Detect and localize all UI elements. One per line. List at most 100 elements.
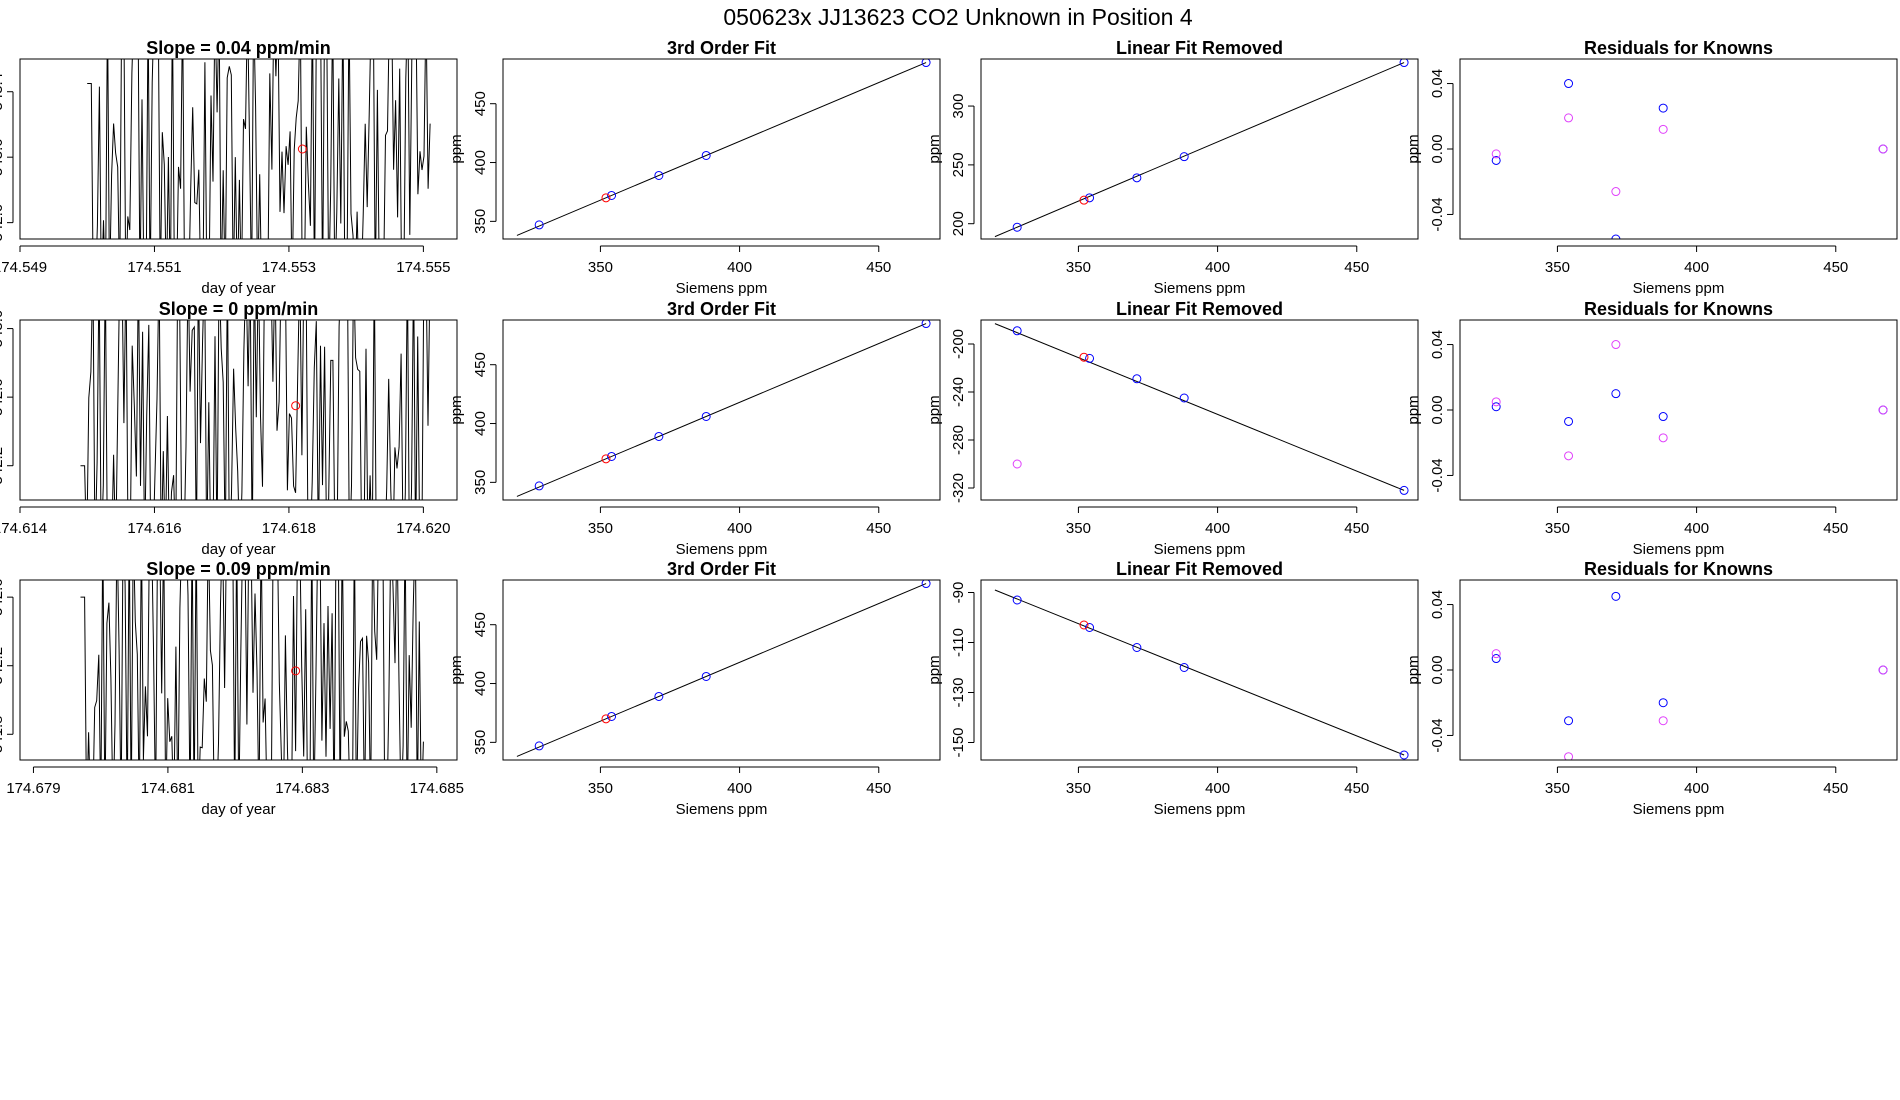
x-tick-label: 350 (1545, 520, 1570, 537)
y-tick-label: 0.00 (1429, 655, 1446, 684)
y-tick-label: 543.0 (0, 138, 6, 176)
y-tick-label: -0.04 (1429, 718, 1446, 752)
plot-frame (19, 319, 458, 501)
known-data-point (1132, 374, 1142, 384)
x-axis-label: Siemens ppm (1154, 541, 1246, 558)
known-data-point (1085, 193, 1095, 203)
panel-r1c2: 3rd Order Fit Siemens ppm ppm 350 400 450 350 4… (448, 38, 941, 297)
alt-data-point (1491, 397, 1501, 407)
data-series-line (80, 580, 424, 760)
alt-data-point (1658, 433, 1668, 443)
plot-area (80, 580, 424, 760)
unknown-data-point (601, 193, 611, 203)
known-data-point (921, 59, 931, 68)
x-tick-label: 400 (727, 520, 752, 537)
panel-title: Linear Fit Removed (1116, 559, 1283, 579)
y-tick-label: 0.04 (1429, 590, 1446, 619)
plot-area (994, 589, 1409, 760)
known-data-point (1611, 591, 1621, 601)
y-tick-label: 450 (472, 91, 489, 116)
alt-data-point (1012, 459, 1022, 469)
plot-area (87, 59, 431, 239)
x-tick-label: 174.618 (262, 520, 316, 537)
alt-data-point (1491, 149, 1501, 159)
panel-r1c4: Residuals for Knowns Siemens ppm ppm 350 400… (1405, 38, 1898, 297)
known-data-point (1085, 353, 1095, 363)
known-data-point (1399, 59, 1409, 68)
alt-data-point (1658, 124, 1668, 134)
x-axis-label: Siemens ppm (676, 280, 768, 297)
y-tick-label: 0.04 (1429, 330, 1446, 359)
panel-r2c4: Residuals for Knowns Siemens ppm ppm 350 400… (1405, 299, 1898, 558)
x-tick-label: 350 (1066, 780, 1091, 797)
x-tick-label: 174.685 (410, 780, 464, 797)
known-data-point (1179, 152, 1189, 162)
panel-title: Linear Fit Removed (1116, 38, 1283, 58)
known-data-point (1658, 698, 1668, 708)
alt-data-point (1878, 665, 1888, 675)
known-data-point (921, 580, 931, 589)
known-data-point (1012, 326, 1022, 336)
fit-line (516, 62, 927, 236)
y-axis-label: ppm (448, 655, 465, 684)
known-data-point (607, 190, 617, 200)
panel-r2c3: Linear Fit Removed Siemens ppm ppm 350 400 45… (926, 299, 1419, 558)
x-tick-label: 174.679 (6, 780, 60, 797)
plot-frame (502, 579, 941, 761)
y-tick-label: -110 (950, 628, 967, 657)
known-data-point (534, 481, 544, 491)
x-tick-label: 400 (1684, 520, 1709, 537)
known-data-point (1491, 654, 1501, 664)
plot-frame (1459, 579, 1898, 761)
y-tick-label: 400 (472, 411, 489, 436)
y-tick-label: 542.6 (0, 378, 6, 416)
x-tick-label: 350 (1066, 520, 1091, 537)
y-tick-label: -200 (950, 329, 967, 359)
x-tick-label: 450 (866, 520, 891, 537)
panel-r3c4: Residuals for Knowns Siemens ppm ppm 350 400… (1405, 559, 1898, 818)
known-data-point (654, 431, 664, 441)
x-tick-label: 400 (1205, 520, 1230, 537)
plot-area (516, 580, 931, 757)
unknown-data-point (601, 714, 611, 724)
plot-frame (502, 319, 941, 501)
x-axis-label: Siemens ppm (1633, 541, 1725, 558)
known-data-point (1012, 222, 1022, 232)
x-axis-label: Siemens ppm (1154, 280, 1246, 297)
known-data-point (701, 671, 711, 681)
panel-title: Residuals for Knowns (1584, 38, 1773, 58)
data-series-line (80, 320, 430, 500)
y-tick-label: 450 (472, 612, 489, 637)
plot-frame (19, 58, 458, 240)
plot-area (994, 59, 1409, 238)
y-tick-label: 543.4 (0, 73, 6, 111)
x-tick-label: 450 (1823, 520, 1848, 537)
unknown-data-point (1079, 195, 1089, 205)
known-data-point (1564, 716, 1574, 726)
y-tick-label: 250 (950, 152, 967, 177)
fit-line (994, 323, 1405, 491)
known-data-point (1658, 103, 1668, 113)
y-axis-label: ppm (926, 395, 943, 424)
x-tick-label: 350 (588, 780, 613, 797)
panel-title: Slope = 0.04 ppm/min (146, 38, 331, 58)
y-tick-label: -90 (950, 582, 967, 604)
unknown-data-point (601, 454, 611, 464)
plot-area (1491, 340, 1888, 461)
alt-data-point (1564, 752, 1574, 760)
x-tick-label: 450 (1344, 259, 1369, 276)
x-axis-label: Siemens ppm (676, 801, 768, 818)
y-tick-label: 450 (472, 352, 489, 377)
y-tick-label: 542.6 (0, 204, 6, 242)
known-data-point (534, 220, 544, 230)
known-data-point (1132, 173, 1142, 183)
plot-area (994, 323, 1409, 495)
x-tick-label: 400 (1684, 780, 1709, 797)
y-tick-label: 300 (950, 94, 967, 119)
plot-frame (1459, 58, 1898, 240)
panel-r1c3: Linear Fit Removed Siemens ppm ppm 350 400 45… (926, 38, 1419, 297)
panel-title: 3rd Order Fit (667, 559, 776, 579)
alt-data-point (1491, 649, 1501, 659)
y-tick-label: 542.6 (0, 578, 6, 616)
